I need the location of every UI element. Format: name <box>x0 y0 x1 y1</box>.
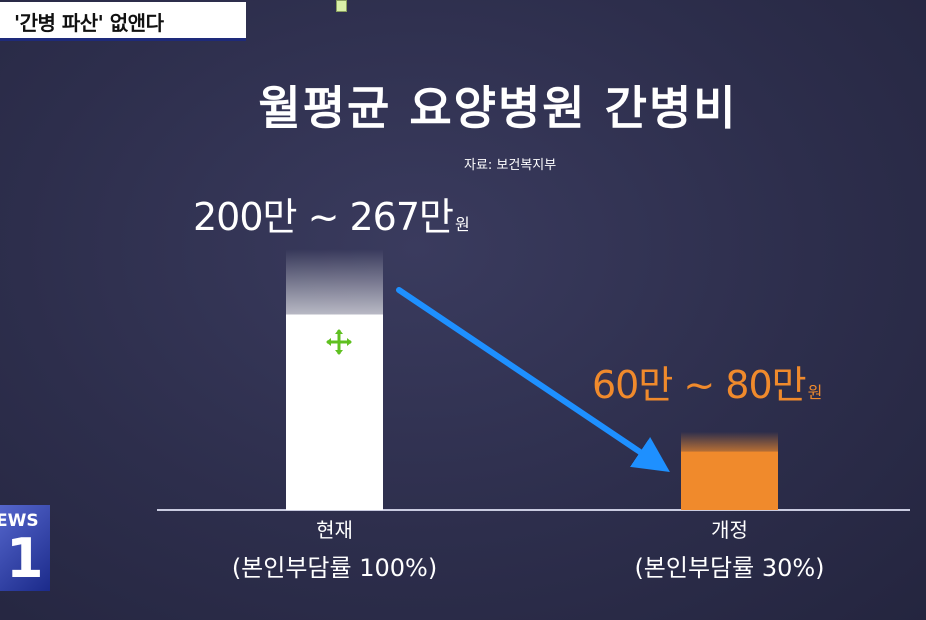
data-label-value: 60만 ~ 80만 <box>592 363 806 407</box>
category-label: 현재 <box>316 518 353 542</box>
data-label-unit: 원 <box>455 215 469 234</box>
bar-range-reform <box>681 431 778 452</box>
bar-reform <box>681 451 778 510</box>
bar-current <box>286 314 383 510</box>
category-sublabel: (본인부담률 100%) <box>232 554 437 582</box>
chart-title: 월평균 요양병원 간병비 <box>258 81 738 135</box>
data-label: 60만 ~ 80만 원 <box>592 363 821 407</box>
news-caption: '간병 파산' 없앤다 <box>14 11 164 35</box>
cursor-marker <box>336 0 347 12</box>
move-cursor-icon <box>326 329 352 355</box>
bar-range-current <box>286 249 383 315</box>
data-label-value: 200만 ~ 267만 <box>193 195 453 239</box>
category-sublabel: (본인부담률 30%) <box>634 554 824 582</box>
news-caption-bar: '간병 파산' 없앤다 <box>0 2 246 41</box>
logo-text-number: 1 <box>6 527 44 590</box>
news1-logo: EWS 1 <box>0 505 50 591</box>
chart-source: 자료: 보건복지부 <box>464 158 557 173</box>
category-label: 개정 <box>711 518 748 542</box>
data-label: 200만 ~ 267만 원 <box>193 195 469 239</box>
data-label-unit: 원 <box>808 383 822 402</box>
logo-text-top: EWS <box>0 511 39 531</box>
decrease-arrow <box>396 287 670 473</box>
